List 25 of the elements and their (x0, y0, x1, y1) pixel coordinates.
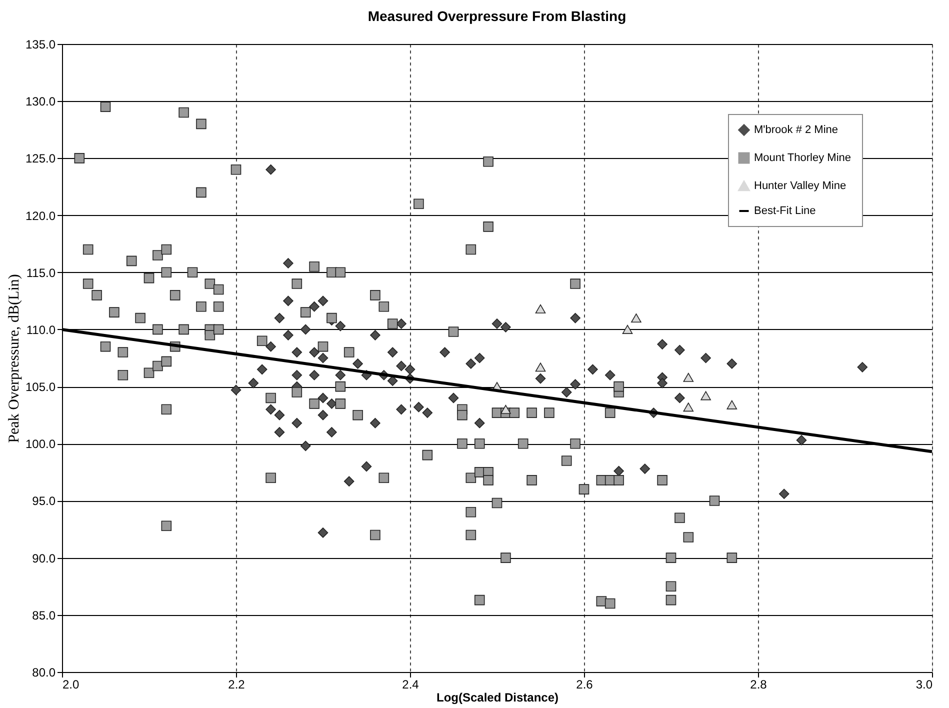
legend-label: Hunter Valley Mine (754, 180, 846, 192)
legend-label: Best-Fit Line (754, 205, 816, 217)
y-tick-label: 95.0 (32, 494, 56, 508)
y-tick-label: 100.0 (25, 437, 56, 452)
y-tick-label: 80.0 (32, 666, 56, 680)
y-tick-label: 105.0 (25, 380, 56, 394)
x-axis-title: Log(Scaled Distance) (436, 690, 559, 704)
x-tick-label: 2.0 (62, 678, 80, 692)
y-tick-label: 85.0 (32, 608, 56, 622)
y-axis-title: Peak Overpressure, dB(Lin) (6, 274, 22, 443)
x-tick-label: 2.2 (228, 678, 246, 692)
x-tick-label: 2.6 (576, 678, 594, 692)
chart-title: Measured Overpressure From Blasting (368, 8, 626, 24)
y-tick-label: 90.0 (32, 551, 56, 566)
legend-label: Mount Thorley Mine (754, 152, 852, 164)
y-tick-label: 130.0 (25, 94, 56, 109)
x-tick-label: 2.4 (402, 678, 420, 692)
x-tick-label: 2.8 (750, 678, 768, 692)
legend-label: M'brook # 2 Mine (754, 124, 838, 136)
y-tick-label: 110.0 (26, 322, 56, 337)
y-tick-label: 135.0 (25, 38, 56, 52)
y-tick-label: 125.0 (25, 152, 56, 166)
x-tick-label: 3.0 (916, 678, 933, 692)
y-tick-label: 115.0 (26, 266, 56, 280)
y-tick-label: 120.0 (25, 208, 56, 223)
